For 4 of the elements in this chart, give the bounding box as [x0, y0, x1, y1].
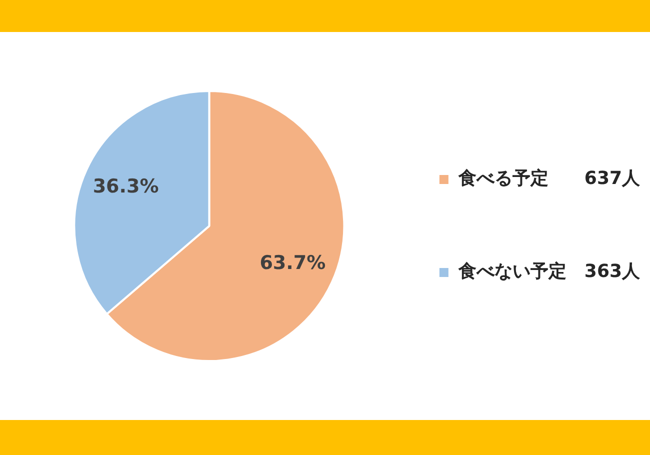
data-label: 63.7% — [260, 252, 326, 274]
legend-label: 食べない予定 363人 — [457, 261, 641, 282]
data-label: 36.3% — [92, 176, 159, 198]
legend-label: 食べる予定 637人 — [457, 168, 641, 190]
